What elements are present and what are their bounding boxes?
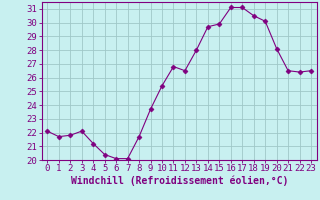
X-axis label: Windchill (Refroidissement éolien,°C): Windchill (Refroidissement éolien,°C): [70, 176, 288, 186]
